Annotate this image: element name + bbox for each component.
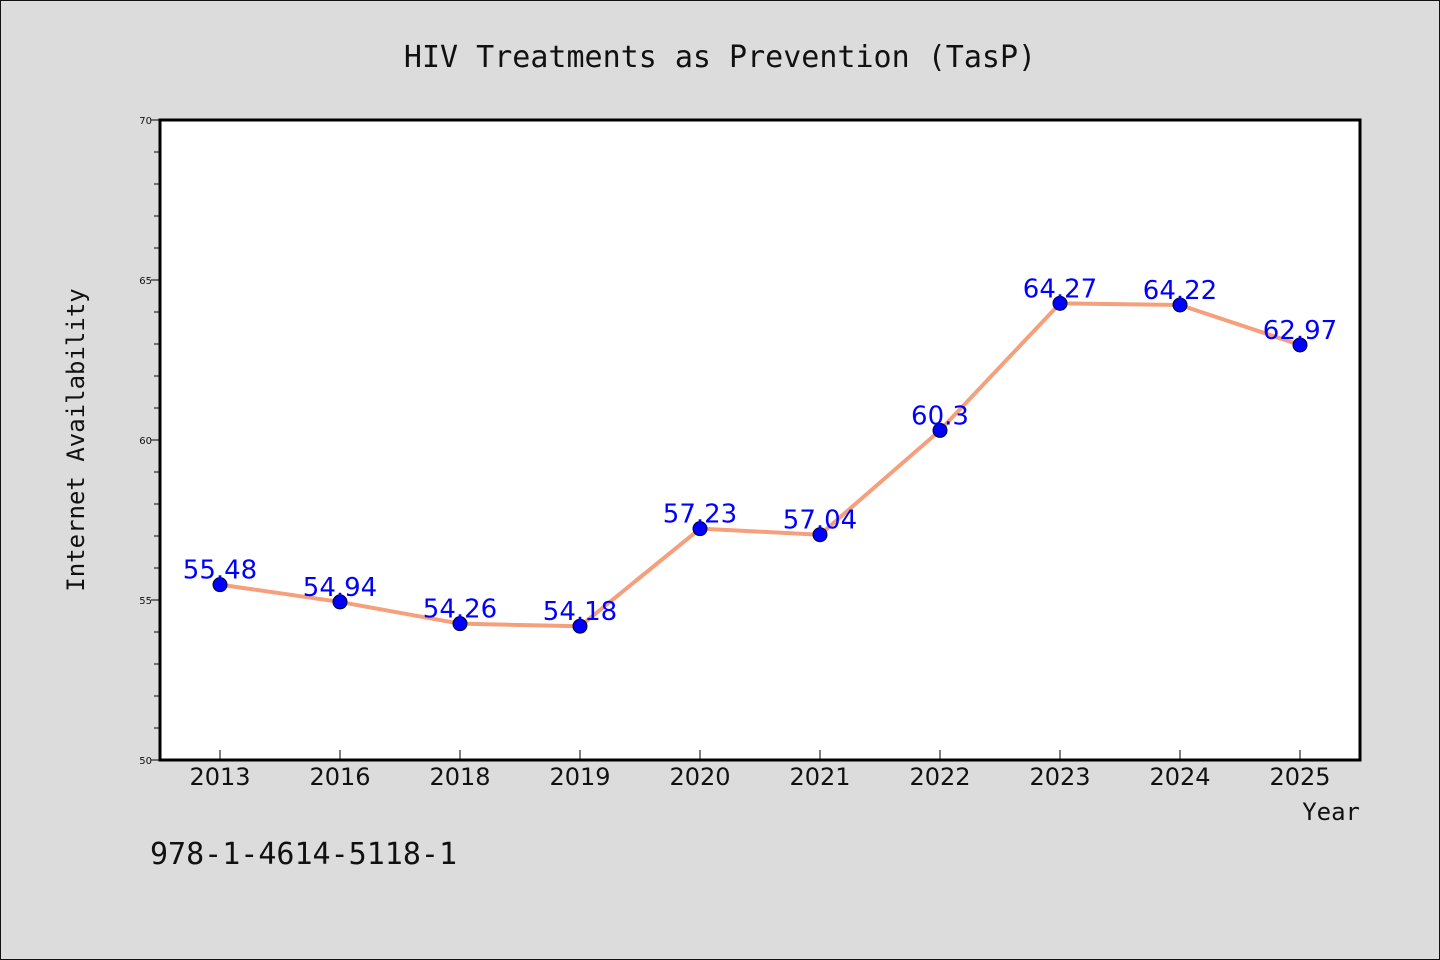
x-tick-label: 2016 (309, 763, 370, 791)
data-point (572, 618, 588, 634)
data-point (932, 422, 948, 438)
series-line (219, 301, 1301, 629)
data-point (212, 577, 228, 593)
x-axis-label: Year (1302, 798, 1360, 826)
data-label: 55.48 (183, 556, 257, 586)
data-label: 64.22 (1143, 276, 1217, 306)
chart-title: HIV Treatments as Prevention (TasP) (404, 40, 1036, 75)
data-point (452, 616, 468, 632)
y-tick-label: 60 (139, 436, 152, 447)
data-label: 62.97 (1263, 316, 1337, 346)
x-tick-label: 2020 (669, 763, 730, 791)
x-tick-label: 2018 (429, 763, 490, 791)
y-axis-label: Internet Availability (62, 288, 90, 591)
data-point (1052, 295, 1068, 311)
data-label: 54.26 (423, 595, 497, 625)
data-label: 54.18 (543, 597, 617, 627)
plot-area (160, 120, 1360, 760)
x-tick-label: 2021 (789, 763, 850, 791)
y-tick-label: 70 (139, 116, 152, 127)
data-point (1172, 297, 1188, 313)
plot-frame (158, 118, 1362, 762)
footnote-isbn: 978-1-4614-5118-1 (150, 837, 457, 872)
y-tick-label: 65 (139, 276, 152, 287)
data-point (1292, 337, 1308, 353)
x-tick-label: 2024 (1149, 763, 1210, 791)
data-label: 60.3 (911, 401, 969, 431)
data-label: 64.27 (1023, 274, 1097, 304)
x-tick-label: 2013 (189, 763, 250, 791)
data-point (692, 521, 708, 537)
data-label: 54.94 (303, 573, 377, 603)
y-tick-label: 55 (139, 596, 152, 607)
x-tick-label: 2019 (549, 763, 610, 791)
y-tick-label: 50 (139, 756, 152, 767)
series-layer: 55.48 54.94 54.26 54.18 57.23 57.04 60.3 64.27 6… (183, 274, 1337, 634)
data-label: 57.23 (663, 500, 737, 530)
data-point (812, 527, 828, 543)
x-tick-label: 2023 (1029, 763, 1090, 791)
x-tick-label: 2025 (1269, 763, 1330, 791)
x-axis: 2013 2016 2018 2019 2020 2021 2022 2023 2024 2025 (189, 750, 1331, 791)
data-point (332, 594, 348, 610)
data-label: 57.04 (783, 506, 857, 536)
x-tick-label: 2022 (909, 763, 970, 791)
